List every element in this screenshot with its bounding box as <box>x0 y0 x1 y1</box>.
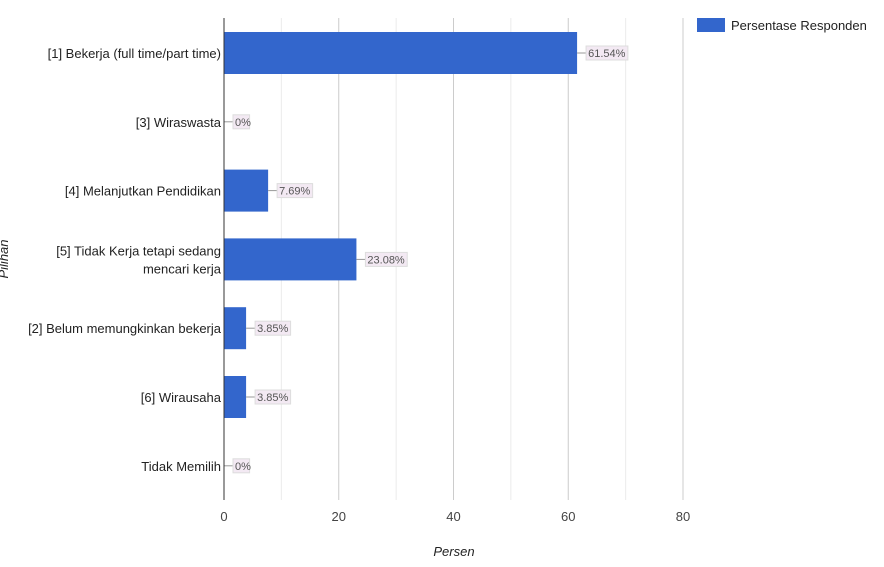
x-tick-label: 20 <box>332 509 346 524</box>
y-axis-title: Pilihan <box>0 239 11 278</box>
category-label: Tidak Memilih <box>141 459 221 474</box>
data-label: 0% <box>235 117 251 129</box>
bar <box>224 376 247 418</box>
legend-label: Persentase Responden <box>731 18 867 33</box>
data-label-box <box>254 320 292 336</box>
data-label: 3.85% <box>257 323 288 335</box>
data-label: 61.54% <box>588 48 626 60</box>
category-label: mencari kerja <box>143 261 222 276</box>
x-tick-label: 0 <box>220 509 227 524</box>
category-label: [4] Melanjutkan Pendidikan <box>65 184 221 199</box>
category-label: [6] Wirausaha <box>141 390 222 405</box>
data-label: 7.69% <box>279 186 310 198</box>
legend-swatch <box>697 18 725 32</box>
data-label: 3.85% <box>257 392 288 404</box>
x-tick-label: 60 <box>561 509 575 524</box>
category-label: [2] Belum memungkinkan bekerja <box>28 321 222 336</box>
data-label-box <box>276 183 314 199</box>
x-axis-title: Persen <box>433 544 474 559</box>
category-label: [1] Bekerja (full time/part time) <box>48 46 221 61</box>
data-label: 23.08% <box>367 254 405 266</box>
data-label-box <box>364 251 408 267</box>
bar <box>224 307 247 350</box>
data-label-box <box>232 458 251 474</box>
data-label-box <box>585 45 629 61</box>
bar <box>224 238 357 281</box>
data-label-box <box>254 389 292 405</box>
bar <box>224 32 578 74</box>
category-label: [5] Tidak Kerja tetapi sedang <box>56 243 221 258</box>
category-label: [3] Wiraswasta <box>136 115 222 130</box>
x-tick-label: 40 <box>446 509 460 524</box>
data-label: 0% <box>235 461 251 473</box>
data-label-box <box>232 114 251 130</box>
bar <box>224 169 269 212</box>
x-tick-label: 80 <box>676 509 690 524</box>
